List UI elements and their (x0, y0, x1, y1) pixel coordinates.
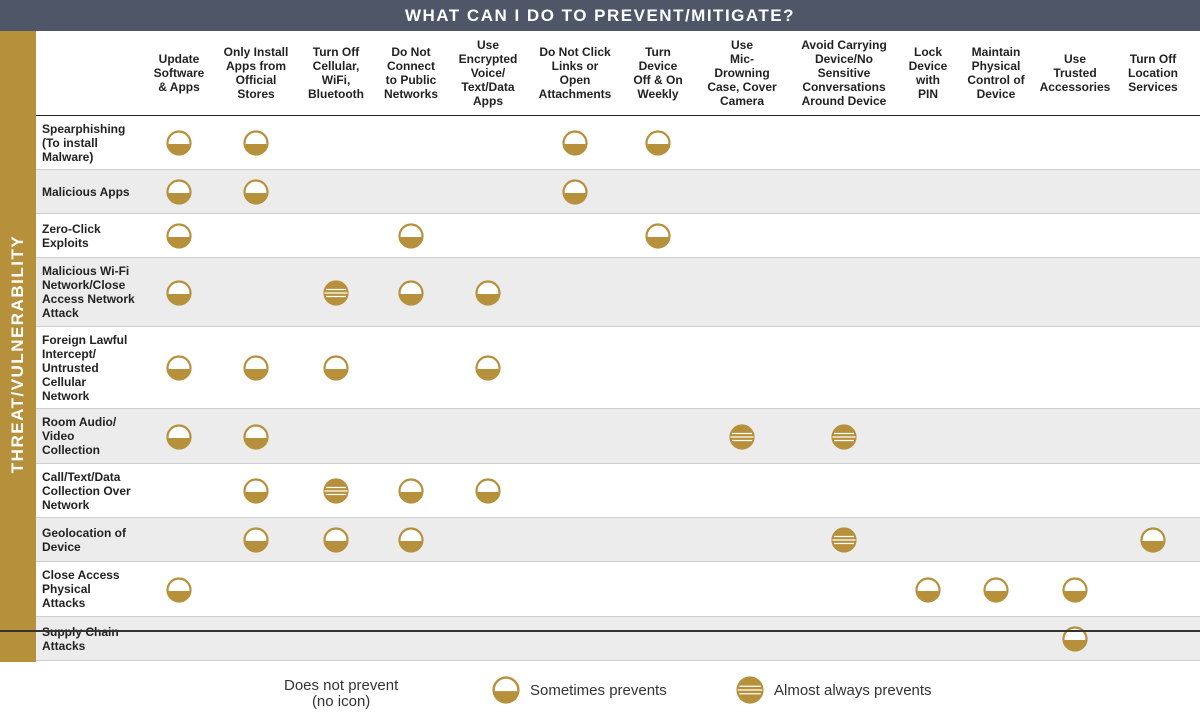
row-label: Malicious Apps (42, 184, 130, 199)
row-label: Zero-Click Exploits (42, 221, 101, 250)
column-header: Do Not Click Links or Open Attachments (538, 45, 612, 101)
mitigation-matrix: Update Software & Apps Only Install Apps … (36, 31, 1200, 662)
sometimes-prevents-icon (166, 130, 192, 156)
page-title: WHAT CAN I DO TO PREVENT/MITIGATE? (0, 0, 1200, 31)
sometimes-prevents-icon (475, 478, 501, 504)
threat-axis-bar (0, 31, 36, 662)
sometimes-prevents-icon (323, 527, 349, 553)
column-header: Avoid Carrying Device/No Sensitive Conve… (801, 38, 887, 108)
sometimes-prevents-icon (243, 527, 269, 553)
column-header: Turn Off Cellular, WiFi, Bluetooth (308, 45, 364, 101)
row-label: Spearphishing (To install Malware) (42, 121, 126, 164)
column-header: Use Encrypted Voice/ Text/Data Apps (458, 38, 518, 108)
threat-axis-label: THREAT/VULNERABILITY (8, 234, 27, 474)
legend-almost-always-label: Almost always prevents (774, 682, 932, 699)
table-row: Close Access Physical Attacks (36, 562, 1200, 617)
sometimes-prevents-icon (983, 576, 1009, 603)
column-header: Use Mic-Drowning Case, Cover Camera (707, 38, 777, 108)
table-row: Zero-Click Exploits (36, 214, 1200, 258)
column-header: Turn Off Location Services (1128, 52, 1178, 94)
column-header: Do Not Connect to Public Networks (383, 45, 439, 101)
table-row: Malicious Wi-Fi Network/Close Access Net… (36, 258, 1200, 327)
sometimes-prevents-icon (398, 279, 424, 306)
column-header: Only Install Apps from Official Stores (223, 45, 289, 101)
sometimes-prevents-icon (166, 423, 192, 450)
sometimes-prevents-icon (562, 130, 588, 156)
almost-always-prevents-icon (729, 423, 755, 450)
sometimes-prevents-icon (1062, 576, 1088, 603)
sometimes-prevents-icon (645, 223, 671, 249)
table-row: Call/Text/Data Collection Over Network (36, 464, 1200, 518)
almost-always-prevents-icon (323, 478, 349, 504)
sometimes-prevents-icon (475, 279, 501, 306)
row-label: Supply Chain Attacks (42, 625, 119, 653)
row-label: Call/Text/Data Collection Over Network (42, 469, 131, 512)
sometimes-prevents-icon (243, 423, 269, 450)
sometimes-prevents-icon (915, 576, 941, 603)
sometimes-prevents-icon (243, 130, 269, 156)
row-label: Malicious Wi-Fi Network/Close Access Net… (42, 264, 135, 320)
table-row: Geolocation of Device (36, 518, 1200, 562)
sometimes-prevents-icon (166, 223, 192, 249)
column-header: Update Software & Apps (153, 52, 205, 94)
column-header: Maintain Physical Control of Device (967, 45, 1025, 101)
sometimes-prevents-icon (645, 130, 671, 156)
sometimes-prevents-icon (398, 223, 424, 249)
sometimes-prevents-icon (166, 179, 192, 205)
almost-always-prevents-icon (831, 423, 857, 450)
row-label: Foreign Lawful Intercept/ Untrusted Cell… (42, 332, 128, 403)
sometimes-prevents-icon (492, 676, 520, 704)
sometimes-prevents-icon (398, 527, 424, 553)
sometimes-prevents-icon (562, 179, 588, 205)
sometimes-prevents-icon (166, 355, 192, 381)
row-label: Close Access Physical Attacks (42, 568, 120, 610)
legend-none-label: Does not prevent (no icon) (284, 677, 399, 710)
sometimes-prevents-icon (166, 279, 192, 306)
table-row: Spearphishing (To install Malware) (36, 116, 1200, 170)
table-row: Supply Chain Attacks (36, 617, 1200, 661)
sometimes-prevents-icon (323, 355, 349, 381)
sometimes-prevents-icon (243, 478, 269, 504)
sometimes-prevents-icon (243, 355, 269, 381)
sometimes-prevents-icon (166, 576, 192, 603)
row-label: Geolocation of Device (42, 525, 126, 554)
column-header: Turn Device Off & On Weekly (633, 45, 683, 101)
sometimes-prevents-icon (243, 179, 269, 205)
almost-always-prevents-icon (323, 279, 349, 306)
column-header: Lock Device with PIN (908, 45, 948, 101)
sometimes-prevents-icon (1140, 527, 1166, 553)
table-row: Malicious Apps (36, 170, 1200, 214)
matrix-bottom-divider (0, 630, 1200, 632)
sometimes-prevents-icon (475, 355, 501, 381)
almost-always-prevents-icon (831, 527, 857, 553)
table-row: Foreign Lawful Intercept/ Untrusted Cell… (36, 327, 1200, 409)
row-label: Room Audio/ Video Collection (42, 415, 117, 457)
sometimes-prevents-icon (1062, 626, 1088, 652)
column-header: Use Trusted Accessories (1039, 52, 1111, 94)
legend: Does not prevent (no icon) Sometimes pre… (0, 662, 1200, 712)
header-divider (36, 115, 1200, 116)
almost-always-prevents-icon (736, 676, 764, 704)
sometimes-prevents-icon (398, 478, 424, 504)
legend-sometimes-label: Sometimes prevents (530, 682, 667, 699)
table-row: Room Audio/ Video Collection (36, 409, 1200, 464)
